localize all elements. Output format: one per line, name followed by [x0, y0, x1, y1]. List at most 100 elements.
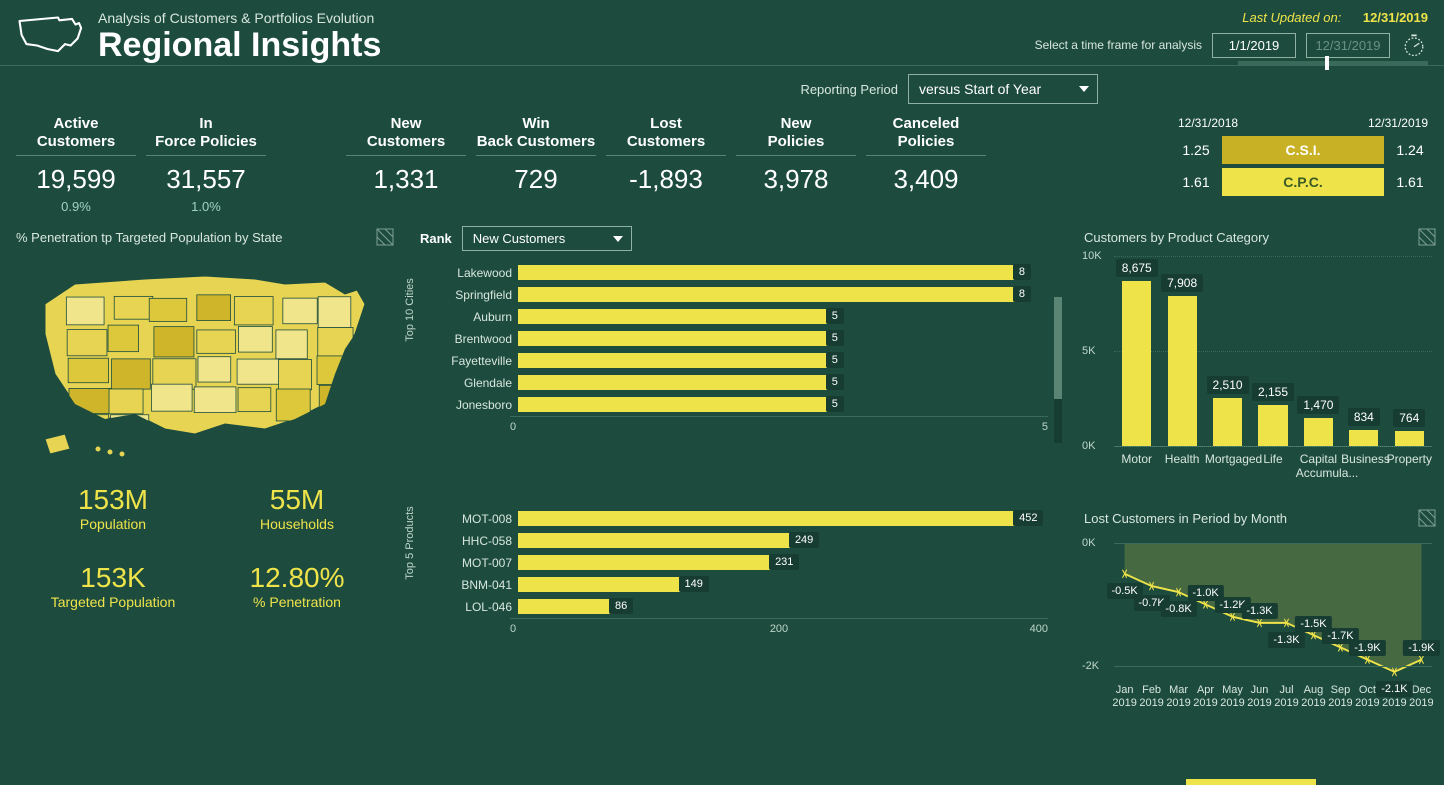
kpi-label: New Policies [736, 116, 856, 156]
hbar-value: 8 [1013, 286, 1031, 302]
chart-bar[interactable]: 1,470 [1304, 418, 1333, 446]
axis-title: Top 10 Cities [404, 250, 416, 370]
date-start-input[interactable]: 1/1/2019 [1212, 33, 1296, 58]
cities-scrollbar[interactable] [1054, 297, 1062, 443]
csi-right-value: 1.24 [1392, 142, 1428, 158]
bar-value-label: 834 [1348, 408, 1380, 426]
hbar-row[interactable]: Brentwood 5 [438, 328, 1048, 349]
x-axis-label: CapitalAccumula... [1296, 446, 1341, 481]
line-point-label: -1.3K [1241, 603, 1277, 619]
axis-title: Top 5 Products [404, 483, 416, 603]
hbar-label: Fayetteville [438, 354, 518, 368]
focus-mode-icon[interactable] [376, 228, 394, 246]
us-outline-icon [16, 10, 86, 60]
x-axis-label: Motor [1114, 446, 1159, 466]
updated-label: Last Updated on: [1242, 10, 1341, 25]
map-stat-label: Targeted Population [26, 594, 200, 610]
timeframe-slider[interactable] [1238, 61, 1428, 65]
y-axis-tick: 5K [1082, 345, 1095, 357]
kpi-label: New Customers [346, 116, 466, 156]
csi-right-value: 1.61 [1392, 174, 1428, 190]
hbar-label: HHC-058 [438, 534, 518, 548]
reporting-period-label: Reporting Period [800, 82, 898, 97]
kpi-value: 3,978 [736, 164, 856, 195]
chart-bar[interactable]: 834 [1349, 430, 1378, 446]
stopwatch-icon[interactable] [1400, 31, 1428, 59]
top-products-chart[interactable]: Top 5 ProductsMOT-008 452HHC-058 249MOT-… [410, 503, 1068, 703]
hbar-value: 8 [1013, 264, 1031, 280]
csi-end-date: 12/31/2019 [1368, 116, 1428, 130]
map-panel-title: % Penetration tp Targeted Population by … [16, 230, 282, 245]
rank-select[interactable]: New Customers [462, 226, 632, 251]
hbar-value: 5 [826, 396, 844, 412]
top-cities-chart[interactable]: Top 10 CitiesLakewood 8Springfield 8Aubu… [410, 257, 1068, 483]
chart-bar[interactable]: 8,675 [1122, 281, 1151, 446]
kpi-card: New Customers 1,331 [346, 116, 466, 195]
hbar-row[interactable]: Glendale 5 [438, 372, 1048, 393]
map-stat-value: 12.80% [210, 562, 384, 594]
lost-chart-panel: Lost Customers in Period by Month 0K-2K-… [1074, 501, 1444, 726]
last-updated: Last Updated on: 12/31/2019 Select a tim… [1035, 10, 1428, 65]
header-subtitle: Analysis of Customers & Portfolios Evolu… [98, 10, 381, 26]
hbar-row[interactable]: MOT-007 231 [438, 552, 1048, 573]
chart-bar[interactable]: 764 [1395, 431, 1424, 446]
kpi-label: In Force Policies [146, 116, 266, 156]
csi-row: 1.25 C.S.I. 1.24 [1178, 136, 1428, 164]
product-chart-panel: Customers by Product Category 0K5K10K8,6… [1074, 220, 1444, 495]
csi-row: 1.61 C.P.C. 1.61 [1178, 168, 1428, 196]
kpi-value: 19,599 [16, 164, 136, 195]
x-axis-label: Life [1250, 446, 1295, 466]
hbar-label: Jonesboro [438, 398, 518, 412]
kpi-delta: 0.9% [16, 199, 136, 214]
y-axis-tick: 0K [1082, 440, 1095, 452]
product-bar-chart[interactable]: 0K5K10K8,675Motor7,908Health2,510Mortgag… [1114, 256, 1432, 447]
lost-line-chart[interactable]: 0K-2K-0.5KJan2019-0.7KFeb2019-0.8KMar201… [1114, 537, 1432, 678]
us-choropleth-map[interactable] [25, 254, 385, 464]
kpi-row: Active Customers 19,599 0.9%In Force Pol… [0, 110, 1444, 220]
hbar-row[interactable]: Auburn 5 [438, 306, 1048, 327]
x-axis: 0200400 [510, 618, 1048, 635]
hbar-row[interactable]: Jonesboro 5 [438, 394, 1048, 415]
kpi-label: Canceled Policies [866, 116, 986, 156]
csi-left-value: 1.61 [1178, 174, 1214, 190]
focus-mode-icon[interactable] [1418, 228, 1436, 246]
map-stat-value: 55M [210, 484, 384, 516]
x-axis-label: Mortgaged [1205, 446, 1250, 466]
kpi-card: Canceled Policies 3,409 [866, 116, 986, 195]
kpi-value: 729 [476, 164, 596, 195]
kpi-value: 31,557 [146, 164, 266, 195]
map-stat-label: Households [210, 516, 384, 532]
hbar-row[interactable]: HHC-058 249 [438, 530, 1048, 551]
date-end-input[interactable]: 12/31/2019 [1306, 33, 1390, 58]
focus-mode-icon[interactable] [1418, 509, 1436, 527]
y-axis-tick: 0K [1082, 537, 1095, 549]
hbar-row[interactable]: Lakewood 8 [438, 262, 1048, 283]
hbar-row[interactable]: Springfield 8 [438, 284, 1048, 305]
reporting-period-select[interactable]: versus Start of Year [908, 74, 1098, 104]
x-axis: 05 [510, 416, 1048, 433]
map-stat: 153MPopulation [26, 484, 200, 532]
hbar-value: 231 [769, 554, 799, 570]
line-point-label: -1.3K [1268, 632, 1304, 648]
hbar-row[interactable]: MOT-008 452 [438, 508, 1048, 529]
x-axis-label: Property [1387, 446, 1432, 466]
csi-metric-label: C.S.I. [1222, 136, 1384, 164]
chart-bar[interactable]: 2,510 [1213, 398, 1242, 446]
chart-bar[interactable]: 2,155 [1258, 405, 1287, 446]
kpi-value: 3,409 [866, 164, 986, 195]
hbar-value: 149 [679, 576, 709, 592]
hbar-value: 86 [609, 598, 633, 614]
chart-bar[interactable]: 7,908 [1168, 296, 1197, 446]
csi-left-value: 1.25 [1178, 142, 1214, 158]
hbar-value: 5 [826, 330, 844, 346]
csi-range-bar [1186, 779, 1316, 785]
hbar-label: MOT-008 [438, 512, 518, 526]
kpi-card: New Policies 3,978 [736, 116, 856, 195]
hbar-label: MOT-007 [438, 556, 518, 570]
hbar-row[interactable]: BNM-041 149 [438, 574, 1048, 595]
hbar-row[interactable]: LOL-046 86 [438, 596, 1048, 617]
hbar-value: 249 [789, 532, 819, 548]
hbar-value: 452 [1013, 510, 1043, 526]
csi-panel: 12/31/2018 12/31/2019 1.25 C.S.I. 1.241.… [1178, 116, 1428, 200]
hbar-row[interactable]: Fayetteville 5 [438, 350, 1048, 371]
